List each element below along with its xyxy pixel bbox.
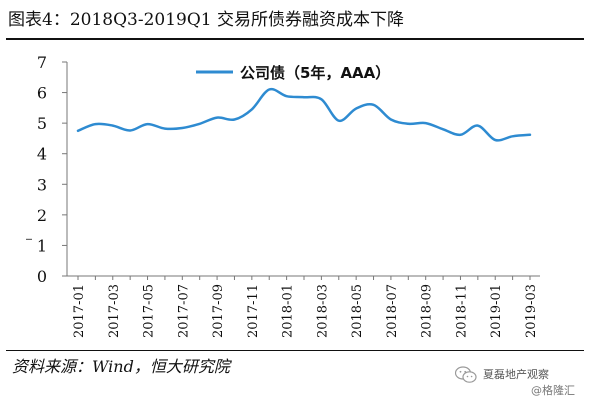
x-tick-label: 2017-11 bbox=[246, 284, 261, 338]
x-tick-label: 2017-07 bbox=[176, 284, 191, 338]
title-divider bbox=[6, 38, 584, 40]
y-tick-label: 7 bbox=[37, 53, 47, 72]
chart-legend: 公司债（5年，AAA） bbox=[196, 64, 390, 82]
watermark-account: 夏磊地产观察 bbox=[483, 368, 549, 381]
watermark: 夏磊地产观察 @格隆汇 bbox=[455, 364, 587, 400]
x-tick-label: 2018-09 bbox=[420, 284, 435, 338]
wechat-icon bbox=[455, 366, 477, 383]
x-tick-label: 2019-01 bbox=[489, 284, 504, 338]
y-tick-label: 4 bbox=[37, 145, 47, 164]
legend-label: 公司债（5年，AAA） bbox=[240, 64, 390, 82]
y-tick-label: 2 bbox=[37, 206, 47, 225]
x-tick-label: 2018-05 bbox=[350, 284, 365, 338]
y-tick-label: 6 bbox=[37, 84, 47, 103]
y-tick-label: 5 bbox=[37, 114, 47, 133]
y-axis-ticks: 0 1 2 3 4 5 6 7 bbox=[26, 53, 67, 286]
x-tick-label: 2018-07 bbox=[385, 284, 400, 338]
chart-title: 图表4：2018Q3-2019Q1 交易所债券融资成本下降 bbox=[8, 10, 404, 30]
x-tick-label: 2019-03 bbox=[524, 284, 539, 338]
x-axis-ticks: 2017-01 2017-03 2017-05 2017-07 2017-09 2017-… bbox=[72, 276, 539, 338]
y-tick-label: 3 bbox=[37, 175, 47, 194]
source-note: 资料来源：Wind，恒大研究院 bbox=[12, 357, 230, 376]
x-tick-label: 2017-01 bbox=[72, 284, 87, 338]
y-tick-label: 1 bbox=[37, 236, 47, 255]
x-tick-label: 2018-11 bbox=[454, 284, 469, 338]
x-tick-label: 2018-03 bbox=[315, 284, 330, 338]
x-tick-label: 2017-05 bbox=[142, 284, 157, 338]
series-line bbox=[76, 87, 532, 142]
y-tick-label: 0 bbox=[37, 267, 47, 286]
chart-series bbox=[76, 87, 532, 142]
watermark-handle: @格隆汇 bbox=[531, 384, 575, 397]
x-tick-label: 2017-09 bbox=[211, 284, 226, 338]
source-divider bbox=[6, 350, 584, 351]
x-tick-label: 2018-01 bbox=[281, 284, 296, 338]
x-tick-label: 2017-03 bbox=[107, 284, 122, 338]
chart-axes bbox=[66, 62, 540, 277]
